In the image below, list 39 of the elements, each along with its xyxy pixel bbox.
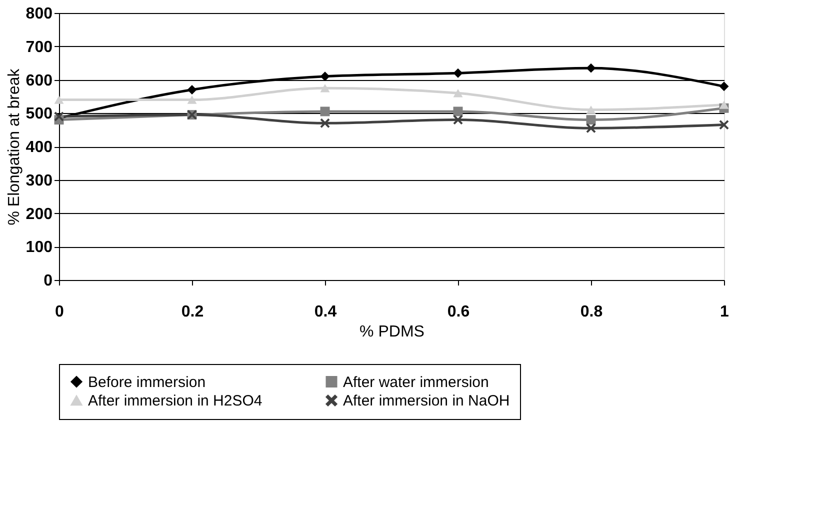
x-axis-title: % PDMS (360, 324, 424, 340)
point (320, 106, 330, 116)
legend-label: After water immersion (343, 374, 489, 391)
x-tick-label: 0.6 (447, 304, 470, 320)
point (320, 118, 330, 128)
point (320, 84, 330, 92)
point (453, 88, 463, 98)
point (453, 115, 463, 125)
y-tick-label: 300 (26, 172, 53, 190)
x-tick-label: 1 (720, 304, 730, 320)
point (586, 63, 596, 73)
legend-label: After immersion in NaOH (343, 392, 510, 410)
legend-label: Before immersion (88, 374, 206, 391)
point (187, 96, 197, 104)
point (586, 106, 596, 114)
point (719, 100, 729, 109)
point (586, 115, 596, 125)
point (453, 68, 463, 78)
point (54, 96, 64, 104)
y-tick-label: 0 (44, 272, 53, 290)
x-tick-label: 0 (55, 304, 64, 320)
point (453, 106, 463, 116)
y-tick-label: 700 (26, 38, 53, 56)
y-tick-label: 500 (26, 106, 53, 123)
x-tick-label: 0.2 (181, 304, 204, 320)
x-tick-label: 0.4 (314, 304, 337, 320)
y-tick-label: 800 (26, 6, 53, 22)
y-tick-label: 400 (26, 139, 53, 156)
legend-label: After immersion in H2SO4 (88, 392, 262, 410)
point (187, 85, 197, 95)
y-tick-label: 100 (26, 239, 53, 256)
y-tick-label: 200 (26, 206, 53, 223)
point (586, 123, 596, 133)
x-tick-label: 0.8 (580, 304, 603, 320)
y-tick-label: 600 (26, 72, 53, 90)
y-axis-title: % Elongation at break (6, 68, 23, 226)
point (320, 72, 330, 82)
point (719, 120, 729, 130)
point (719, 82, 729, 92)
